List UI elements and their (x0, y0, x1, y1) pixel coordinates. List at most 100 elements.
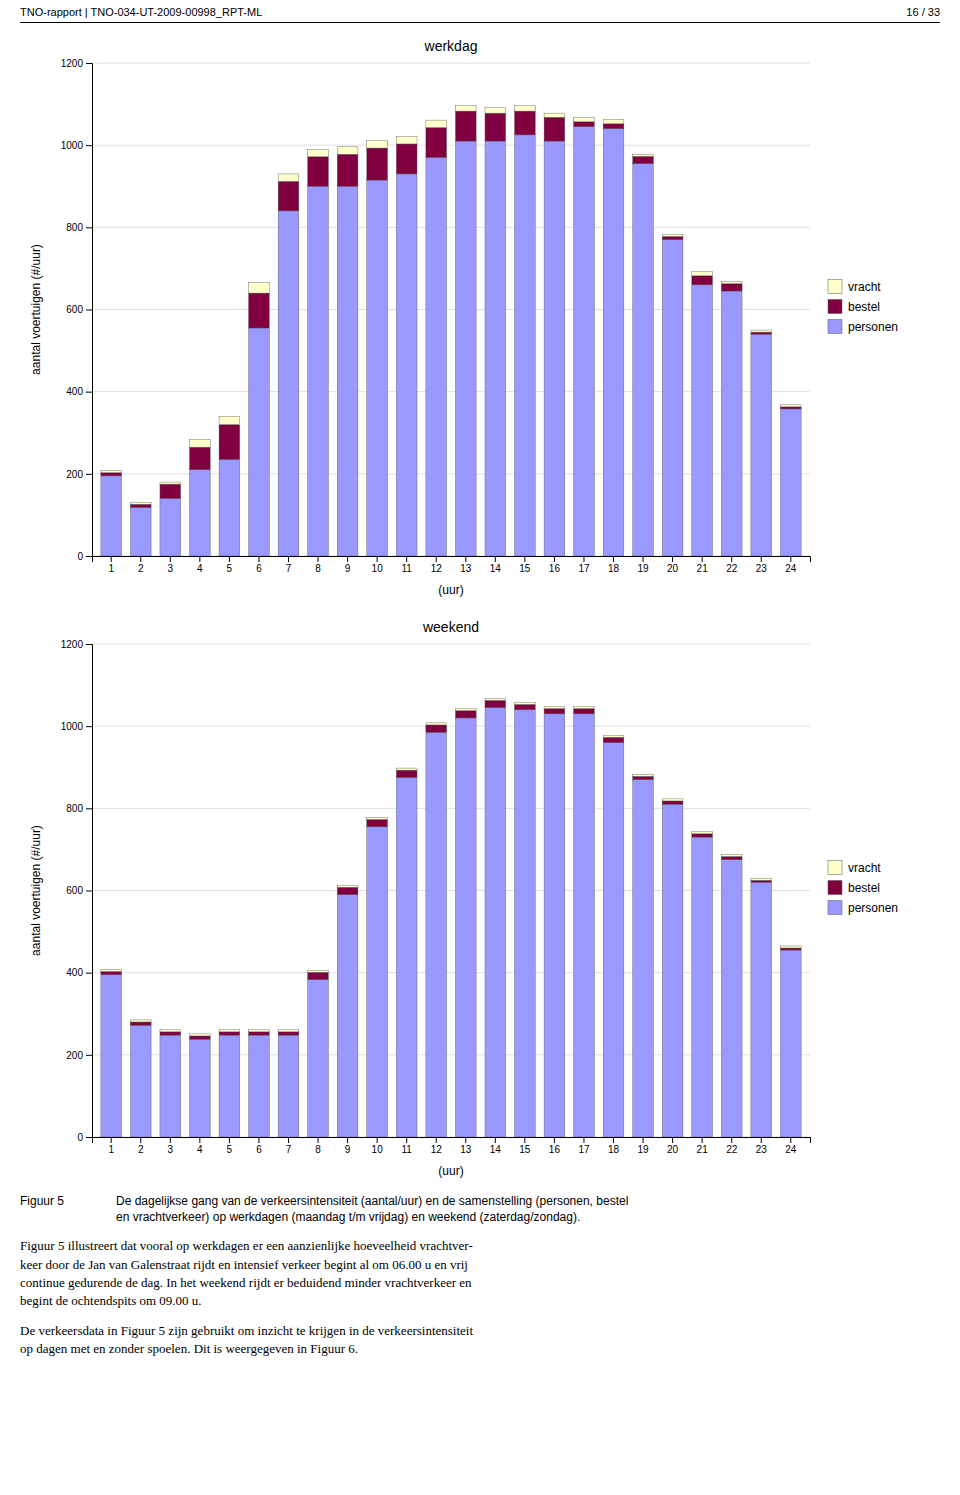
x-tick-label: 5 (227, 563, 233, 574)
x-tick: 9 (345, 1137, 351, 1155)
x-tick: 18 (608, 1137, 620, 1155)
tick-mark (613, 1137, 614, 1143)
x-tick: 3 (168, 556, 174, 574)
y-tick-label: 800 (66, 222, 83, 233)
x-tick-label: 1 (108, 563, 114, 574)
x-tick: 20 (667, 1137, 679, 1155)
tick-mark (199, 1137, 200, 1143)
bar (633, 774, 654, 776)
bar (574, 118, 595, 122)
y-tick-label: 1200 (61, 639, 84, 650)
bar (190, 1034, 211, 1036)
bar (692, 285, 713, 556)
bar (337, 154, 358, 186)
bar (426, 732, 447, 1137)
y-tick: 800 (66, 222, 92, 233)
bar (160, 1035, 181, 1137)
tick-mark (347, 1137, 348, 1143)
bar (160, 1032, 181, 1035)
tick-mark (436, 556, 437, 562)
bar (515, 710, 536, 1137)
y-axis: 020040060080010001200 (61, 639, 93, 1143)
bar (337, 186, 358, 556)
bar (101, 971, 122, 974)
bar (603, 124, 624, 129)
x-tick: 5 (227, 556, 233, 574)
bar (278, 181, 299, 211)
bar (337, 895, 358, 1137)
legend-label: vracht (848, 861, 881, 875)
bar (603, 743, 624, 1137)
bar (780, 407, 801, 409)
x-tick-label: 15 (519, 1144, 531, 1155)
bar (662, 801, 683, 804)
legend-swatch (828, 901, 842, 915)
x-tick-label: 10 (372, 1144, 384, 1155)
bar (426, 157, 447, 556)
legend: vrachtbestelpersonen (828, 280, 898, 334)
legend-swatch (828, 881, 842, 895)
bar (101, 471, 122, 473)
bar (721, 291, 742, 556)
bar (751, 332, 772, 334)
x-tick-label: 5 (227, 1144, 233, 1155)
bar (574, 122, 595, 127)
x-tick: 3 (168, 1137, 174, 1155)
x-axis: 123456789101112131415161718192021222324 (93, 556, 811, 574)
bar (308, 149, 329, 156)
x-tick: 6 (256, 556, 262, 574)
x-tick: 7 (286, 556, 292, 574)
x-tick-label: 6 (256, 563, 262, 574)
x-tick-label: 14 (490, 1144, 502, 1155)
axis-line (93, 557, 811, 563)
y-tick: 0 (77, 551, 92, 562)
bar (308, 186, 329, 556)
bar (633, 780, 654, 1137)
bar-series (101, 111, 801, 507)
x-tick: 24 (785, 1137, 797, 1155)
grid (92, 63, 810, 556)
tick-mark (554, 556, 555, 562)
bar (455, 711, 476, 718)
axis-line (93, 1138, 811, 1144)
y-tick: 200 (66, 469, 92, 480)
legend-item: personen (828, 320, 898, 334)
tick-mark (86, 644, 92, 645)
tick-mark (702, 1137, 703, 1143)
x-tick: 19 (637, 556, 649, 574)
bar (130, 504, 151, 507)
tick-mark (86, 63, 92, 64)
tick-mark (790, 1137, 791, 1143)
tick-mark (86, 1055, 92, 1056)
bar (721, 282, 742, 284)
bar (603, 735, 624, 737)
bar (603, 120, 624, 124)
tick-mark (140, 1137, 141, 1143)
bar (367, 148, 388, 180)
grid-line (92, 145, 810, 146)
tick-mark (86, 808, 92, 809)
y-tick-label: 1000 (61, 721, 84, 732)
x-tick-label: 3 (168, 563, 174, 574)
x-tick-label: 15 (519, 563, 531, 574)
x-tick-label: 23 (756, 1144, 768, 1155)
tick-mark (288, 1137, 289, 1143)
bar (780, 948, 801, 950)
x-tick-label: 13 (460, 563, 472, 574)
x-tick-label: 21 (697, 1144, 709, 1155)
x-axis-title: (uur) (438, 583, 463, 597)
tick-mark (86, 145, 92, 146)
bar (751, 334, 772, 556)
x-tick-label: 20 (667, 563, 679, 574)
bar (485, 108, 506, 113)
y-tick: 200 (66, 1050, 92, 1061)
x-tick: 20 (667, 556, 679, 574)
bar (278, 1030, 299, 1032)
y-tick: 600 (66, 304, 92, 315)
x-tick: 7 (286, 1137, 292, 1155)
bar (721, 860, 742, 1137)
bar (219, 1030, 240, 1032)
bar (751, 880, 772, 882)
bar (574, 706, 595, 708)
x-tick: 15 (519, 556, 531, 574)
